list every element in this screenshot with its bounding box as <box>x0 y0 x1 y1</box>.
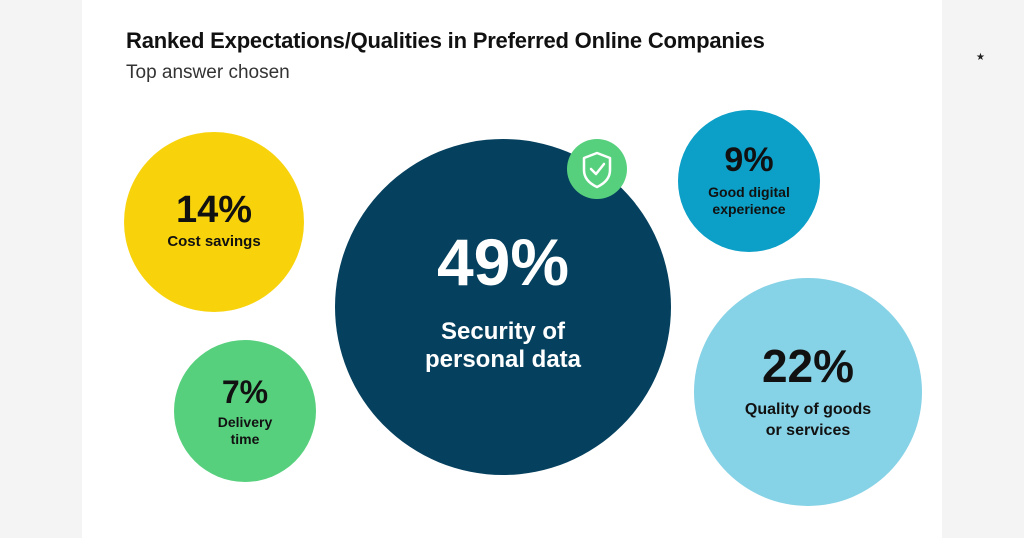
star-mark: ★ <box>976 52 985 63</box>
bubble-cost-savings: 14% Cost savings <box>124 132 304 312</box>
shield-check-icon <box>567 139 627 199</box>
left-margin-band <box>0 0 82 538</box>
bubble-circle-good-digital-experience <box>678 110 820 252</box>
bubble-label-quality-of-goods-or-services: Quality of goods <box>745 401 871 418</box>
bubble-label-security-of-personal-data: Security of <box>441 318 566 345</box>
bubble-circle-delivery-time <box>174 340 316 482</box>
check-mark <box>589 162 606 176</box>
shield-outline <box>582 151 612 189</box>
bubble-value-delivery-time: 7% <box>222 374 268 410</box>
bubble-label-delivery-time: time <box>231 431 260 447</box>
shield-badge-circle <box>567 139 627 199</box>
bubble-value-quality-of-goods-or-services: 22% <box>762 340 854 392</box>
bubble-value-security-of-personal-data: 49% <box>437 225 569 299</box>
bubble-value-good-digital-experience: 9% <box>724 141 773 179</box>
bubble-circle-cost-savings <box>124 132 304 312</box>
bubble-label-security-of-personal-data: personal data <box>425 346 582 373</box>
chart-subtitle: Top answer chosen <box>126 62 290 83</box>
bubble-circle-quality-of-goods-or-services <box>694 278 922 506</box>
bubble-label-quality-of-goods-or-services: or services <box>766 422 851 439</box>
bubble-circle-security-of-personal-data <box>335 139 671 475</box>
bubble-label-good-digital-experience: experience <box>712 201 785 217</box>
right-margin-band <box>942 0 1024 538</box>
bubble-label-delivery-time: Delivery <box>218 414 273 430</box>
bubble-label-good-digital-experience: Good digital <box>708 184 790 200</box>
chart-title: Ranked Expectations/Qualities in Preferr… <box>126 28 765 53</box>
bubble-value-cost-savings: 14% <box>176 189 252 231</box>
bubble-quality-of-goods-or-services: 22% Quality of goods or services <box>694 278 922 506</box>
bubble-label-cost-savings: Cost savings <box>167 233 260 250</box>
